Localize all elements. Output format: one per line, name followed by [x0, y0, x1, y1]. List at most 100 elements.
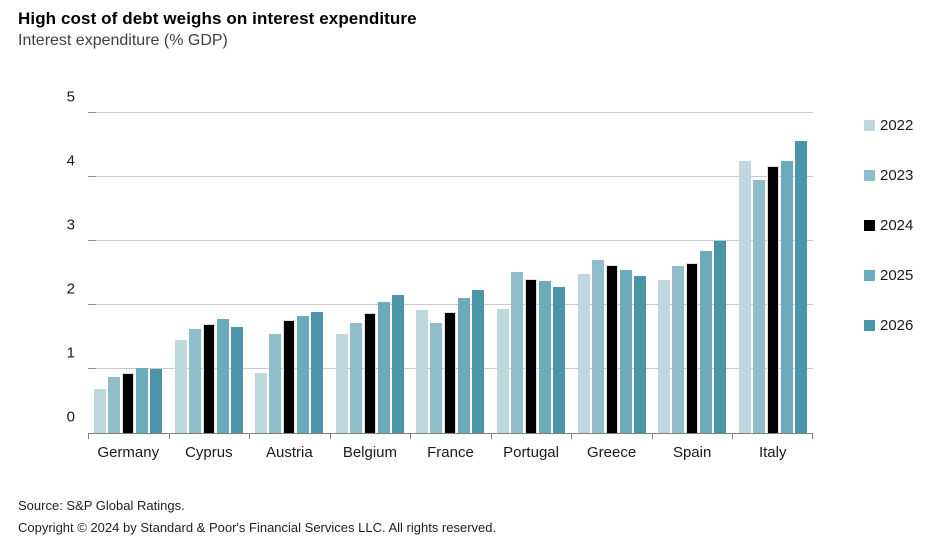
- bar-france-2026: [472, 290, 485, 433]
- bar-greece-2026: [633, 275, 646, 433]
- y-axis-tick-label: 5: [66, 88, 75, 105]
- bar-greece-2023: [591, 259, 604, 433]
- bar-group-portugal: [491, 113, 572, 433]
- bar-germany-2024: [122, 373, 135, 433]
- bar-group-greece: [571, 113, 652, 433]
- y-axis-tick: [88, 176, 96, 177]
- bar-germany-2026: [150, 369, 163, 433]
- x-axis-tick: [410, 433, 411, 439]
- legend-item-2025: 2025: [864, 267, 913, 284]
- bar-france-2022: [416, 310, 429, 433]
- bar-cyprus-2023: [188, 329, 201, 433]
- x-axis-tick: [652, 433, 653, 439]
- y-axis-tick-label: 2: [66, 280, 75, 297]
- bar-italy-2026: [794, 141, 807, 433]
- bar-group-italy: [732, 113, 813, 433]
- bar-germany-2022: [94, 389, 107, 433]
- bar-italy-2024: [766, 166, 779, 433]
- bar-belgium-2024: [363, 313, 376, 433]
- bar-portugal-2026: [553, 287, 566, 433]
- legend-swatch-2026: [864, 320, 875, 331]
- bar-spain-2024: [686, 262, 699, 433]
- bar-spain-2022: [658, 280, 671, 433]
- x-axis-category-label: Portugal: [503, 444, 559, 461]
- y-axis-tick-label: 3: [66, 216, 75, 233]
- bar-germany-2025: [136, 367, 149, 433]
- bar-italy-2025: [780, 161, 793, 433]
- bar-austria-2024: [283, 319, 296, 433]
- bar-belgium-2025: [377, 301, 390, 433]
- legend-label: 2025: [880, 267, 914, 284]
- legend-item-2023: 2023: [864, 167, 913, 184]
- x-axis-category-label: Italy: [758, 444, 787, 461]
- bar-portugal-2023: [511, 271, 524, 433]
- bar-greece-2024: [605, 265, 618, 433]
- bar-spain-2025: [700, 251, 713, 433]
- bar-greece-2022: [577, 273, 590, 433]
- bar-group-cyprus: [169, 113, 250, 433]
- bar-belgium-2023: [349, 322, 362, 433]
- bar-belgium-2022: [335, 333, 348, 433]
- x-axis-tick: [812, 433, 813, 439]
- x-axis-tick: [169, 433, 170, 439]
- bar-italy-2023: [752, 180, 765, 433]
- y-axis-tick: [88, 304, 96, 305]
- bar-france-2023: [430, 322, 443, 433]
- bar-belgium-2026: [391, 295, 404, 433]
- source-note: Source: S&P Global Ratings.: [18, 498, 185, 513]
- bar-portugal-2025: [539, 280, 552, 433]
- x-axis-tick: [491, 433, 492, 439]
- x-axis-category-label: Cyprus: [185, 444, 233, 461]
- bar-spain-2026: [714, 241, 727, 433]
- y-axis-tick: [88, 240, 96, 241]
- bar-greece-2025: [619, 269, 632, 433]
- legend-swatch-2025: [864, 270, 875, 281]
- legend-label: 2022: [880, 117, 914, 134]
- bar-cyprus-2026: [230, 326, 243, 433]
- copyright-note: Copyright © 2024 by Standard & Poor's Fi…: [18, 520, 497, 535]
- bar-spain-2023: [672, 265, 685, 433]
- x-axis-tick: [732, 433, 733, 439]
- legend-label: 2024: [880, 217, 914, 234]
- y-axis-tick-label: 1: [66, 344, 75, 361]
- bar-cyprus-2022: [174, 339, 187, 433]
- legend-item-2022: 2022: [864, 117, 913, 134]
- x-axis-category-label: Spain: [672, 444, 712, 461]
- x-axis-tick: [88, 433, 89, 439]
- legend-label: 2023: [880, 167, 914, 184]
- x-axis-category-label: France: [427, 444, 474, 461]
- legend-item-2026: 2026: [864, 317, 913, 334]
- x-axis-category-label: Germany: [97, 444, 160, 461]
- legend-swatch-2023: [864, 170, 875, 181]
- bar-group-austria: [249, 113, 330, 433]
- bar-cyprus-2025: [216, 319, 229, 433]
- bar-group-spain: [652, 113, 733, 433]
- x-axis-category-label: Greece: [587, 444, 637, 461]
- x-axis-tick: [249, 433, 250, 439]
- plot-area: 0 1 2 3 4 5 Germany Cyprus Austria Belgium France P…: [67, 88, 813, 461]
- bar-portugal-2024: [525, 279, 538, 433]
- x-axis-tick: [330, 433, 331, 439]
- legend-label: 2026: [880, 317, 914, 334]
- chart-title: High cost of debt weighs on interest exp…: [18, 9, 417, 28]
- legend-swatch-2024: [864, 220, 875, 231]
- chart-subtitle: Interest expenditure (% GDP): [18, 32, 228, 49]
- bar-france-2024: [444, 312, 457, 433]
- gridline-y4: [88, 176, 813, 177]
- bar-germany-2023: [108, 377, 121, 433]
- bar-austria-2026: [311, 312, 324, 433]
- bar-group-france: [410, 113, 491, 433]
- bar-cyprus-2024: [202, 324, 215, 433]
- bar-portugal-2022: [497, 308, 510, 433]
- bar-austria-2022: [255, 372, 268, 433]
- bar-italy-2022: [738, 161, 751, 433]
- y-axis-tick-label: 0: [66, 408, 75, 425]
- x-axis-category-label: Austria: [266, 444, 313, 461]
- legend-swatch-2022: [864, 120, 875, 131]
- legend-item-2024: 2024: [864, 217, 913, 234]
- bar-group-belgium: [330, 113, 411, 433]
- bar-austria-2025: [297, 315, 310, 433]
- bar-austria-2023: [269, 334, 282, 433]
- x-axis-category-label: Belgium: [342, 444, 398, 461]
